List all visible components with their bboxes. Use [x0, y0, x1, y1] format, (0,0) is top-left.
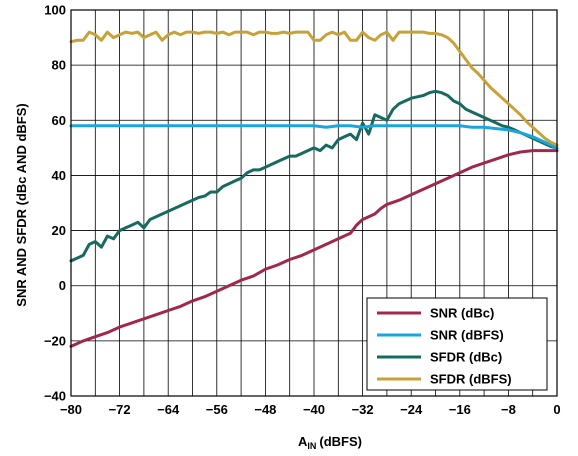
- x-tick-label: −48: [254, 402, 276, 417]
- legend-label: SNR (dBFS): [430, 328, 504, 343]
- y-tick-label: −40: [44, 389, 66, 404]
- x-tick-label: −80: [60, 402, 82, 417]
- y-tick-label: 100: [44, 3, 66, 18]
- y-tick-label: −20: [44, 333, 66, 348]
- series-line-snr-dbfs: [69, 124, 559, 150]
- y-tick-label: 40: [52, 168, 66, 183]
- y-tick-label: 80: [52, 58, 66, 73]
- series-layer: [69, 30, 559, 348]
- y-tick-label: 60: [52, 113, 66, 128]
- x-tick-label: −24: [400, 402, 423, 417]
- y-tick-labels: −40 −20 0 20 40 60 80 100: [44, 3, 66, 404]
- series-line-snr-dbc: [69, 149, 559, 348]
- x-axis-label-sub: IN: [307, 441, 316, 451]
- legend: SNR (dBc) SNR (dBFS) SFDR (dBc) SFDR (dBFS): [366, 297, 548, 391]
- x-tick-label: −32: [352, 402, 374, 417]
- x-tick-labels: −80 −72 −64 −56 −48 −40 −32 −24 −16 −8 0: [60, 402, 561, 417]
- legend-label: SFDR (dBc): [430, 350, 502, 365]
- series-line-sfdr-dbfs: [69, 30, 559, 147]
- legend-label: SFDR (dBFS): [430, 372, 512, 387]
- x-axis-label-unit: (dBFS): [319, 434, 362, 449]
- x-tick-label: −64: [157, 402, 180, 417]
- x-tick-label: −16: [449, 402, 471, 417]
- x-axis-label-main: A: [298, 434, 308, 449]
- series-line-sfdr-dbc: [69, 89, 559, 263]
- x-tick-label: −56: [206, 402, 228, 417]
- y-tick-label: 0: [59, 278, 66, 293]
- x-axis-label: AIN (dBFS): [298, 434, 362, 451]
- x-tick-label: −72: [109, 402, 131, 417]
- plot-frame: [70, 9, 558, 397]
- x-tick-label: −8: [501, 402, 516, 417]
- legend-label: SNR (dBc): [430, 306, 494, 321]
- x-tick-label: −40: [303, 402, 325, 417]
- y-axis-label: SNR AND SFDR (dBc AND dBFS): [14, 103, 29, 306]
- x-tick-label: 0: [553, 402, 560, 417]
- y-tick-label: 20: [52, 223, 66, 238]
